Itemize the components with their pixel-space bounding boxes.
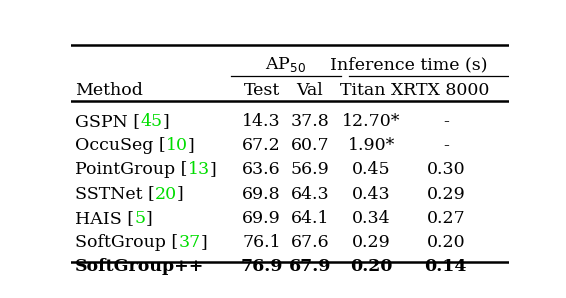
Text: 37: 37 (178, 234, 200, 251)
Text: SoftGroup++: SoftGroup++ (75, 258, 204, 275)
Text: -: - (443, 137, 449, 154)
Text: Inference time (s): Inference time (s) (330, 56, 487, 73)
Text: AP$_{50}$: AP$_{50}$ (265, 55, 306, 74)
Text: 10: 10 (166, 137, 188, 154)
Text: 69.8: 69.8 (242, 186, 281, 203)
Text: Titan X: Titan X (340, 82, 403, 99)
Text: 14.3: 14.3 (242, 113, 281, 130)
Text: 0.45: 0.45 (352, 162, 391, 179)
Text: RTX 8000: RTX 8000 (402, 82, 489, 99)
Text: 67.2: 67.2 (242, 137, 281, 154)
Text: ]: ] (188, 137, 195, 154)
Text: 0.30: 0.30 (427, 162, 465, 179)
Text: 0.43: 0.43 (352, 186, 391, 203)
Text: 37.8: 37.8 (290, 113, 329, 130)
Text: 64.1: 64.1 (290, 210, 329, 227)
Text: 76.1: 76.1 (242, 234, 281, 251)
Text: SSTNet [: SSTNet [ (75, 186, 155, 203)
Text: 64.3: 64.3 (290, 186, 329, 203)
Text: ]: ] (200, 234, 207, 251)
Text: Val: Val (297, 82, 323, 99)
Text: ]: ] (145, 210, 152, 227)
Text: 0.14: 0.14 (424, 258, 467, 275)
Text: 0.20: 0.20 (350, 258, 392, 275)
Text: OccuSeg [: OccuSeg [ (75, 137, 166, 154)
Text: ]: ] (209, 162, 216, 179)
Text: HAIS [: HAIS [ (75, 210, 134, 227)
Text: 0.29: 0.29 (352, 234, 391, 251)
Text: 20: 20 (155, 186, 177, 203)
Text: Test: Test (243, 82, 280, 99)
Text: 0.27: 0.27 (426, 210, 465, 227)
Text: 67.9: 67.9 (289, 258, 331, 275)
Text: 67.6: 67.6 (290, 234, 329, 251)
Text: 5: 5 (134, 210, 145, 227)
Text: ]: ] (162, 113, 169, 130)
Text: 76.9: 76.9 (241, 258, 283, 275)
Text: 56.9: 56.9 (290, 162, 329, 179)
Text: ]: ] (177, 186, 184, 203)
Text: PointGroup [: PointGroup [ (75, 162, 187, 179)
Text: 12.70*: 12.70* (342, 113, 401, 130)
Text: 0.29: 0.29 (426, 186, 465, 203)
Text: 0.34: 0.34 (352, 210, 391, 227)
Text: 45: 45 (140, 113, 162, 130)
Text: 60.7: 60.7 (290, 137, 329, 154)
Text: GSPN [: GSPN [ (75, 113, 140, 130)
Text: 0.20: 0.20 (427, 234, 465, 251)
Text: SoftGroup [: SoftGroup [ (75, 234, 178, 251)
Text: Method: Method (75, 82, 143, 99)
Text: -: - (443, 113, 449, 130)
Text: 63.6: 63.6 (242, 162, 281, 179)
Text: 1.90*: 1.90* (348, 137, 395, 154)
Text: 13: 13 (187, 162, 209, 179)
Text: 69.9: 69.9 (242, 210, 281, 227)
